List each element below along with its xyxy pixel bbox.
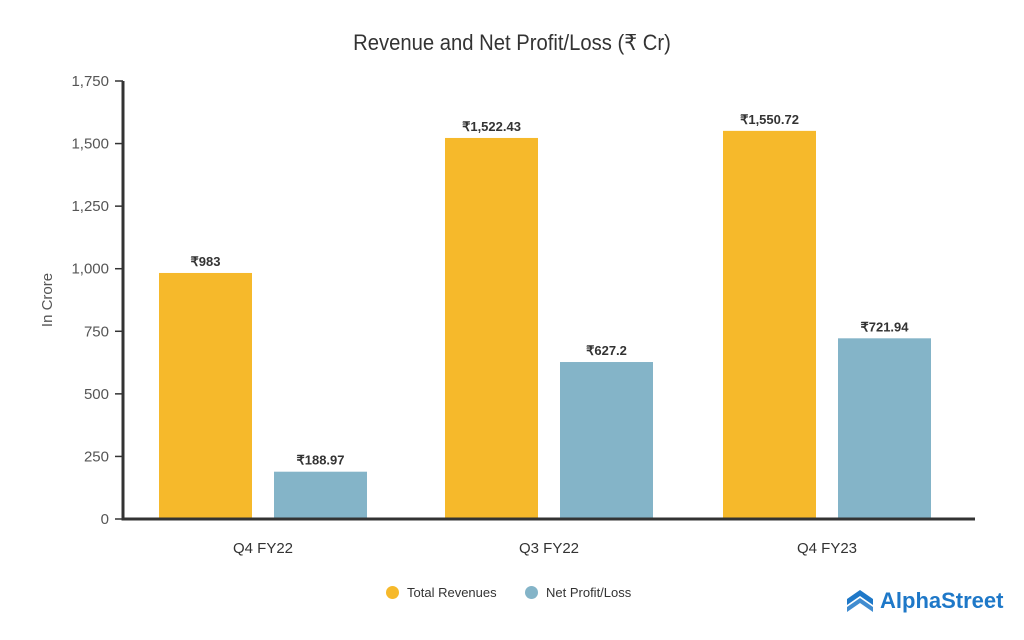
x-tick-label: Q3 FY22	[519, 540, 579, 557]
data-label: ₹188.97	[296, 453, 344, 468]
legend-label: Total Revenues	[407, 585, 497, 600]
x-tick-label: Q4 FY22	[233, 540, 293, 557]
chart-title: Revenue and Net Profit/Loss (₹ Cr)	[353, 30, 671, 55]
y-tick-label: 0	[101, 511, 109, 528]
legend-label: Net Profit/Loss	[546, 585, 632, 600]
data-label: ₹721.94	[860, 319, 909, 334]
y-tick-label: 1,750	[71, 73, 109, 90]
bar-profit	[560, 362, 653, 519]
y-tick-label: 500	[84, 386, 109, 403]
alphastreet-logo: AlphaStreet	[846, 588, 1003, 614]
data-label: ₹1,522.43	[462, 119, 521, 134]
brand-name: AlphaStreet	[880, 588, 1004, 613]
bar-revenue	[723, 130, 816, 519]
bar-profit	[274, 471, 367, 519]
y-tick-label: 1,000	[71, 261, 109, 278]
y-tick-label: 1,500	[71, 136, 109, 153]
data-label: ₹983	[191, 254, 221, 269]
alphastreet-logo-icon	[847, 590, 873, 612]
data-label: ₹627.2	[586, 343, 627, 358]
y-tick-label: 1,250	[71, 198, 109, 215]
legend-item-net-profit: Net Profit/Loss	[525, 585, 631, 600]
bar-profit	[838, 338, 931, 519]
legend-swatch-revenue	[386, 586, 399, 599]
y-axis-label: In Crore	[39, 273, 56, 327]
bar-revenue	[445, 137, 538, 519]
legend-item-total-revenues: Total Revenues	[386, 585, 497, 600]
data-label: ₹1,550.72	[740, 112, 799, 127]
y-tick-label: 250	[84, 448, 109, 465]
bar-revenue	[159, 272, 252, 519]
y-tick-label: 750	[84, 323, 109, 340]
x-tick-label: Q4 FY23	[797, 540, 857, 557]
legend-swatch-profit	[525, 586, 538, 599]
